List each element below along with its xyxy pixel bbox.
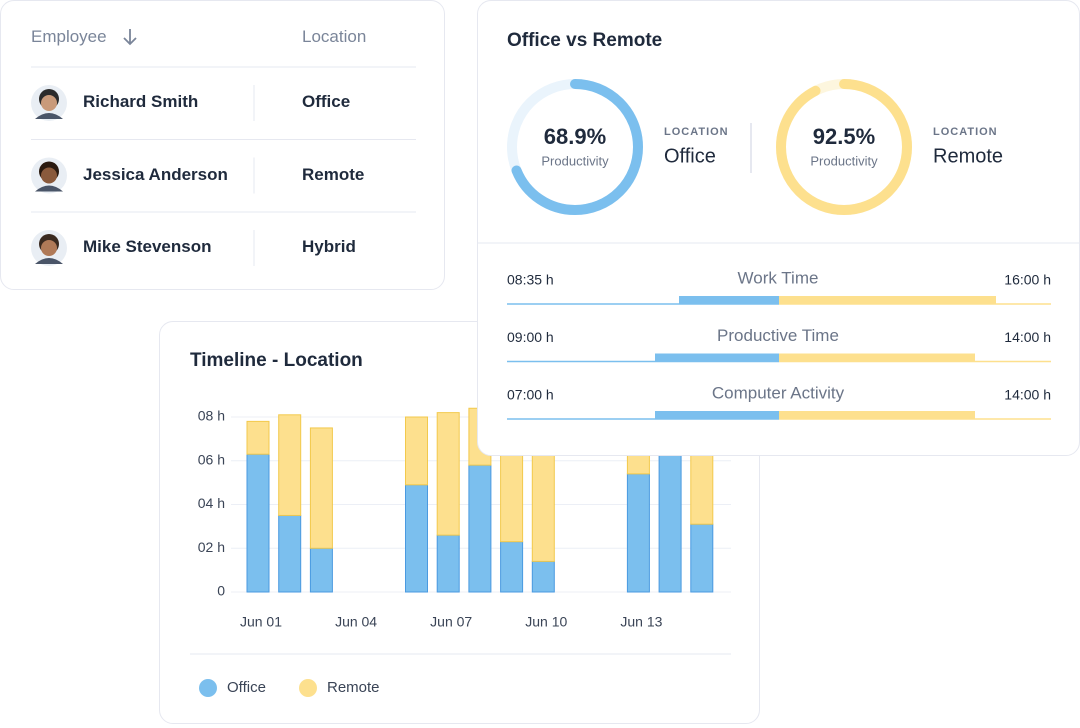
legend-label: Remote (327, 679, 380, 696)
time-end: 16:00 h (1004, 272, 1051, 288)
span-office (655, 353, 779, 362)
x-tick-label: Jun 10 (525, 614, 567, 630)
bar-segment (626, 473, 650, 593)
x-tick-label: Jun 01 (240, 614, 282, 630)
legend-label: Office (227, 679, 266, 696)
x-tick-label: Jun 04 (335, 614, 377, 630)
legend-swatch (299, 679, 317, 697)
bar-segment (278, 414, 302, 516)
bar-segment (690, 523, 714, 593)
employee-name: Mike Stevenson (83, 237, 212, 256)
avatar-body (35, 113, 63, 119)
time-start: 07:00 h (507, 387, 554, 403)
bar-segment (531, 560, 555, 593)
office-remote-card: Office vs Remote 68.9% Productivity LOCATI… (477, 0, 1080, 456)
location-kicker: LOCATION (933, 126, 998, 138)
y-tick-label: 06 h (198, 451, 225, 467)
y-tick-label: 08 h (198, 408, 225, 424)
location-kicker: LOCATION (664, 126, 729, 138)
employee-card: Employee Location Richard Smith Office Jes… (0, 0, 445, 290)
row-decor (31, 66, 416, 266)
bar-segment (436, 412, 460, 536)
span-office (655, 411, 779, 419)
bar-segment (658, 447, 682, 593)
ring-value: 92.5% (813, 124, 875, 149)
bar-segment (405, 484, 428, 593)
bar-segment (436, 534, 460, 593)
time-end: 14:00 h (1004, 387, 1051, 403)
x-tick-label: Jun 13 (620, 614, 662, 630)
employee-name: Jessica Anderson (83, 164, 228, 184)
employee-location: Remote (302, 164, 365, 184)
time-end: 14:00 h (1004, 329, 1051, 345)
bar-segment (468, 464, 492, 593)
y-tick-label: 04 h (198, 495, 225, 511)
time-start: 08:35 h (507, 272, 554, 288)
bar-segment (246, 420, 270, 455)
employee-location: Office (302, 92, 351, 111)
bar-segment (309, 427, 333, 549)
ring-caption: Productivity (541, 153, 609, 168)
span-office (679, 296, 779, 304)
time-name: Productive Time (717, 326, 839, 345)
column-header[interactable]: Employee (31, 27, 107, 46)
bar-segment (531, 438, 555, 562)
y-tick-label: 0 (217, 583, 225, 599)
time-name: Computer Activity (712, 383, 845, 402)
avatar-face (41, 95, 57, 111)
ring-arc (507, 79, 643, 215)
avatar-body (35, 258, 63, 264)
chart: Timeline - Location 0 02 h 04 h 06 h 08 h Jun… (190, 350, 731, 697)
chart-title: Timeline - Location (190, 350, 363, 371)
card-title: Office vs Remote (507, 30, 662, 51)
span-remote (779, 411, 975, 419)
span-remote (779, 296, 996, 304)
span-remote (779, 353, 975, 362)
employee-name: Richard Smith (83, 92, 199, 111)
y-tick-label: 02 h (198, 539, 225, 555)
avatar-body (35, 185, 63, 192)
employee-location: Hybrid (302, 237, 356, 256)
legend-swatch (199, 679, 217, 697)
time-name: Work Time (738, 268, 819, 287)
location-name: Remote (933, 145, 1003, 167)
column-header: Location (302, 27, 367, 46)
ring-caption: Productivity (810, 153, 878, 168)
bar-segment (500, 541, 524, 593)
avatar-face (41, 167, 57, 184)
office-remote-panel: Office vs Remote 68.9% Productivity LOCATI… (478, 30, 1079, 420)
ring-value: 68.9% (544, 124, 606, 149)
bar-segment (278, 514, 302, 593)
x-tick-label: Jun 07 (430, 614, 472, 630)
bar-segment (246, 453, 270, 593)
avatar-face (41, 240, 57, 256)
ring-arc (776, 79, 912, 215)
time-start: 09:00 h (507, 329, 554, 345)
location-name: Office (664, 145, 716, 167)
bar-segment (405, 416, 428, 486)
sort-icon[interactable] (121, 27, 139, 47)
bar-segment (309, 547, 333, 593)
